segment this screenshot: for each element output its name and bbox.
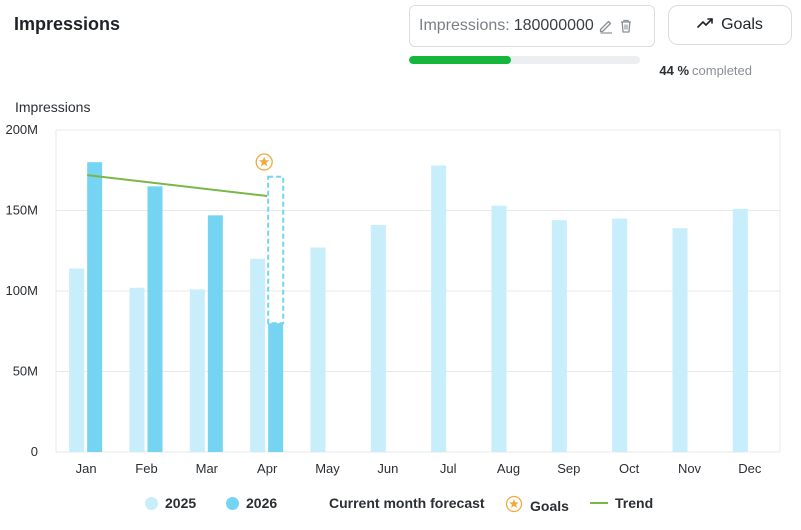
legend-item-2025[interactable]: 2025	[145, 495, 196, 511]
forecast-bar-apr	[267, 175, 285, 325]
x-tick-label: Sep	[557, 461, 580, 476]
bar-2025-jun	[370, 224, 386, 452]
x-tick-label: Nov	[678, 461, 702, 476]
goal-progress-percent: 44 %	[659, 63, 690, 78]
x-tick-label: Mar	[196, 461, 219, 476]
x-tick-label: May	[315, 461, 340, 476]
x-tick-label: Jun	[377, 461, 398, 476]
goal-progress-fill	[409, 56, 511, 64]
y-tick-label: 50M	[13, 364, 38, 379]
legend-item-forecast[interactable]: Current month forecast	[329, 495, 485, 511]
page-title: Impressions	[14, 14, 121, 34]
chart-legend: 2025 2026 Current month forecast Goals T…	[0, 495, 801, 515]
bar-2025-oct	[612, 218, 628, 452]
bar-2025-jan	[69, 268, 85, 452]
goals-button-label: Goals	[721, 16, 763, 33]
bar-2025-mar	[189, 289, 205, 452]
legend-swatch-2026	[226, 496, 239, 510]
goal-progress-suffix: completed	[692, 63, 752, 78]
legend-label-goals: Goals	[530, 497, 569, 514]
y-tick-label: 0	[31, 444, 38, 459]
y-tick-label: 100M	[5, 283, 38, 298]
impressions-chart: 0 50M 100M 150M 200M Jan Feb Mar Apr May Jun Jul Aug…	[5, 122, 781, 476]
x-tick-label: Aug	[497, 461, 520, 476]
bar-2025-dec	[732, 208, 748, 452]
trend-line	[87, 174, 268, 198]
goal-progress-text: 44 % completed	[659, 63, 752, 78]
x-tick-label: Feb	[135, 461, 157, 476]
bar-2026-jan	[87, 162, 103, 452]
legend-swatch-trend	[590, 502, 608, 504]
x-tick-label: Dec	[738, 461, 762, 476]
bar-2025-sep	[551, 220, 567, 452]
goal-star-icon	[505, 495, 523, 516]
legend-item-2026[interactable]: 2026	[226, 495, 277, 511]
bar-2025-jul	[431, 165, 447, 453]
x-tick-label: Apr	[257, 461, 278, 476]
bar-2025-may	[310, 247, 326, 452]
legend-swatch-2025	[145, 496, 158, 510]
bar-2025-apr	[250, 258, 266, 452]
x-tick-label: Oct	[619, 461, 640, 476]
bar-2026-mar	[207, 215, 223, 452]
bar-2025-aug	[491, 205, 507, 452]
legend-item-trend[interactable]: Trend	[590, 495, 653, 511]
legend-label-2026: 2026	[246, 495, 278, 511]
bar-2025-feb	[129, 287, 145, 452]
trash-icon[interactable]	[618, 18, 634, 34]
y-tick-label: 150M	[5, 203, 38, 218]
legend-label-forecast: Current month forecast	[329, 495, 485, 511]
goals-button[interactable]: Goals	[668, 5, 792, 45]
legend-item-goals[interactable]: Goals	[505, 495, 569, 516]
goal-progress-bar	[409, 56, 640, 64]
goal-field[interactable]: Impressions: 180000000	[409, 5, 655, 47]
bar-2026-apr	[268, 323, 284, 452]
legend-label-2025: 2025	[165, 495, 197, 511]
x-tick-label: Jan	[76, 461, 97, 476]
legend-label-trend: Trend	[615, 495, 654, 511]
bar-2026-feb	[147, 186, 163, 452]
edit-icon[interactable]	[598, 18, 614, 34]
bar-2025-nov	[672, 228, 688, 452]
trending-up-icon	[697, 16, 713, 34]
goal-field-label: Impressions:	[419, 17, 510, 34]
y-axis-title: Impressions	[15, 99, 91, 115]
y-tick-label: 200M	[5, 122, 38, 137]
x-tick-label: Jul	[440, 461, 457, 476]
goal-marker	[255, 153, 273, 171]
goal-field-value: 180000000	[513, 17, 594, 34]
